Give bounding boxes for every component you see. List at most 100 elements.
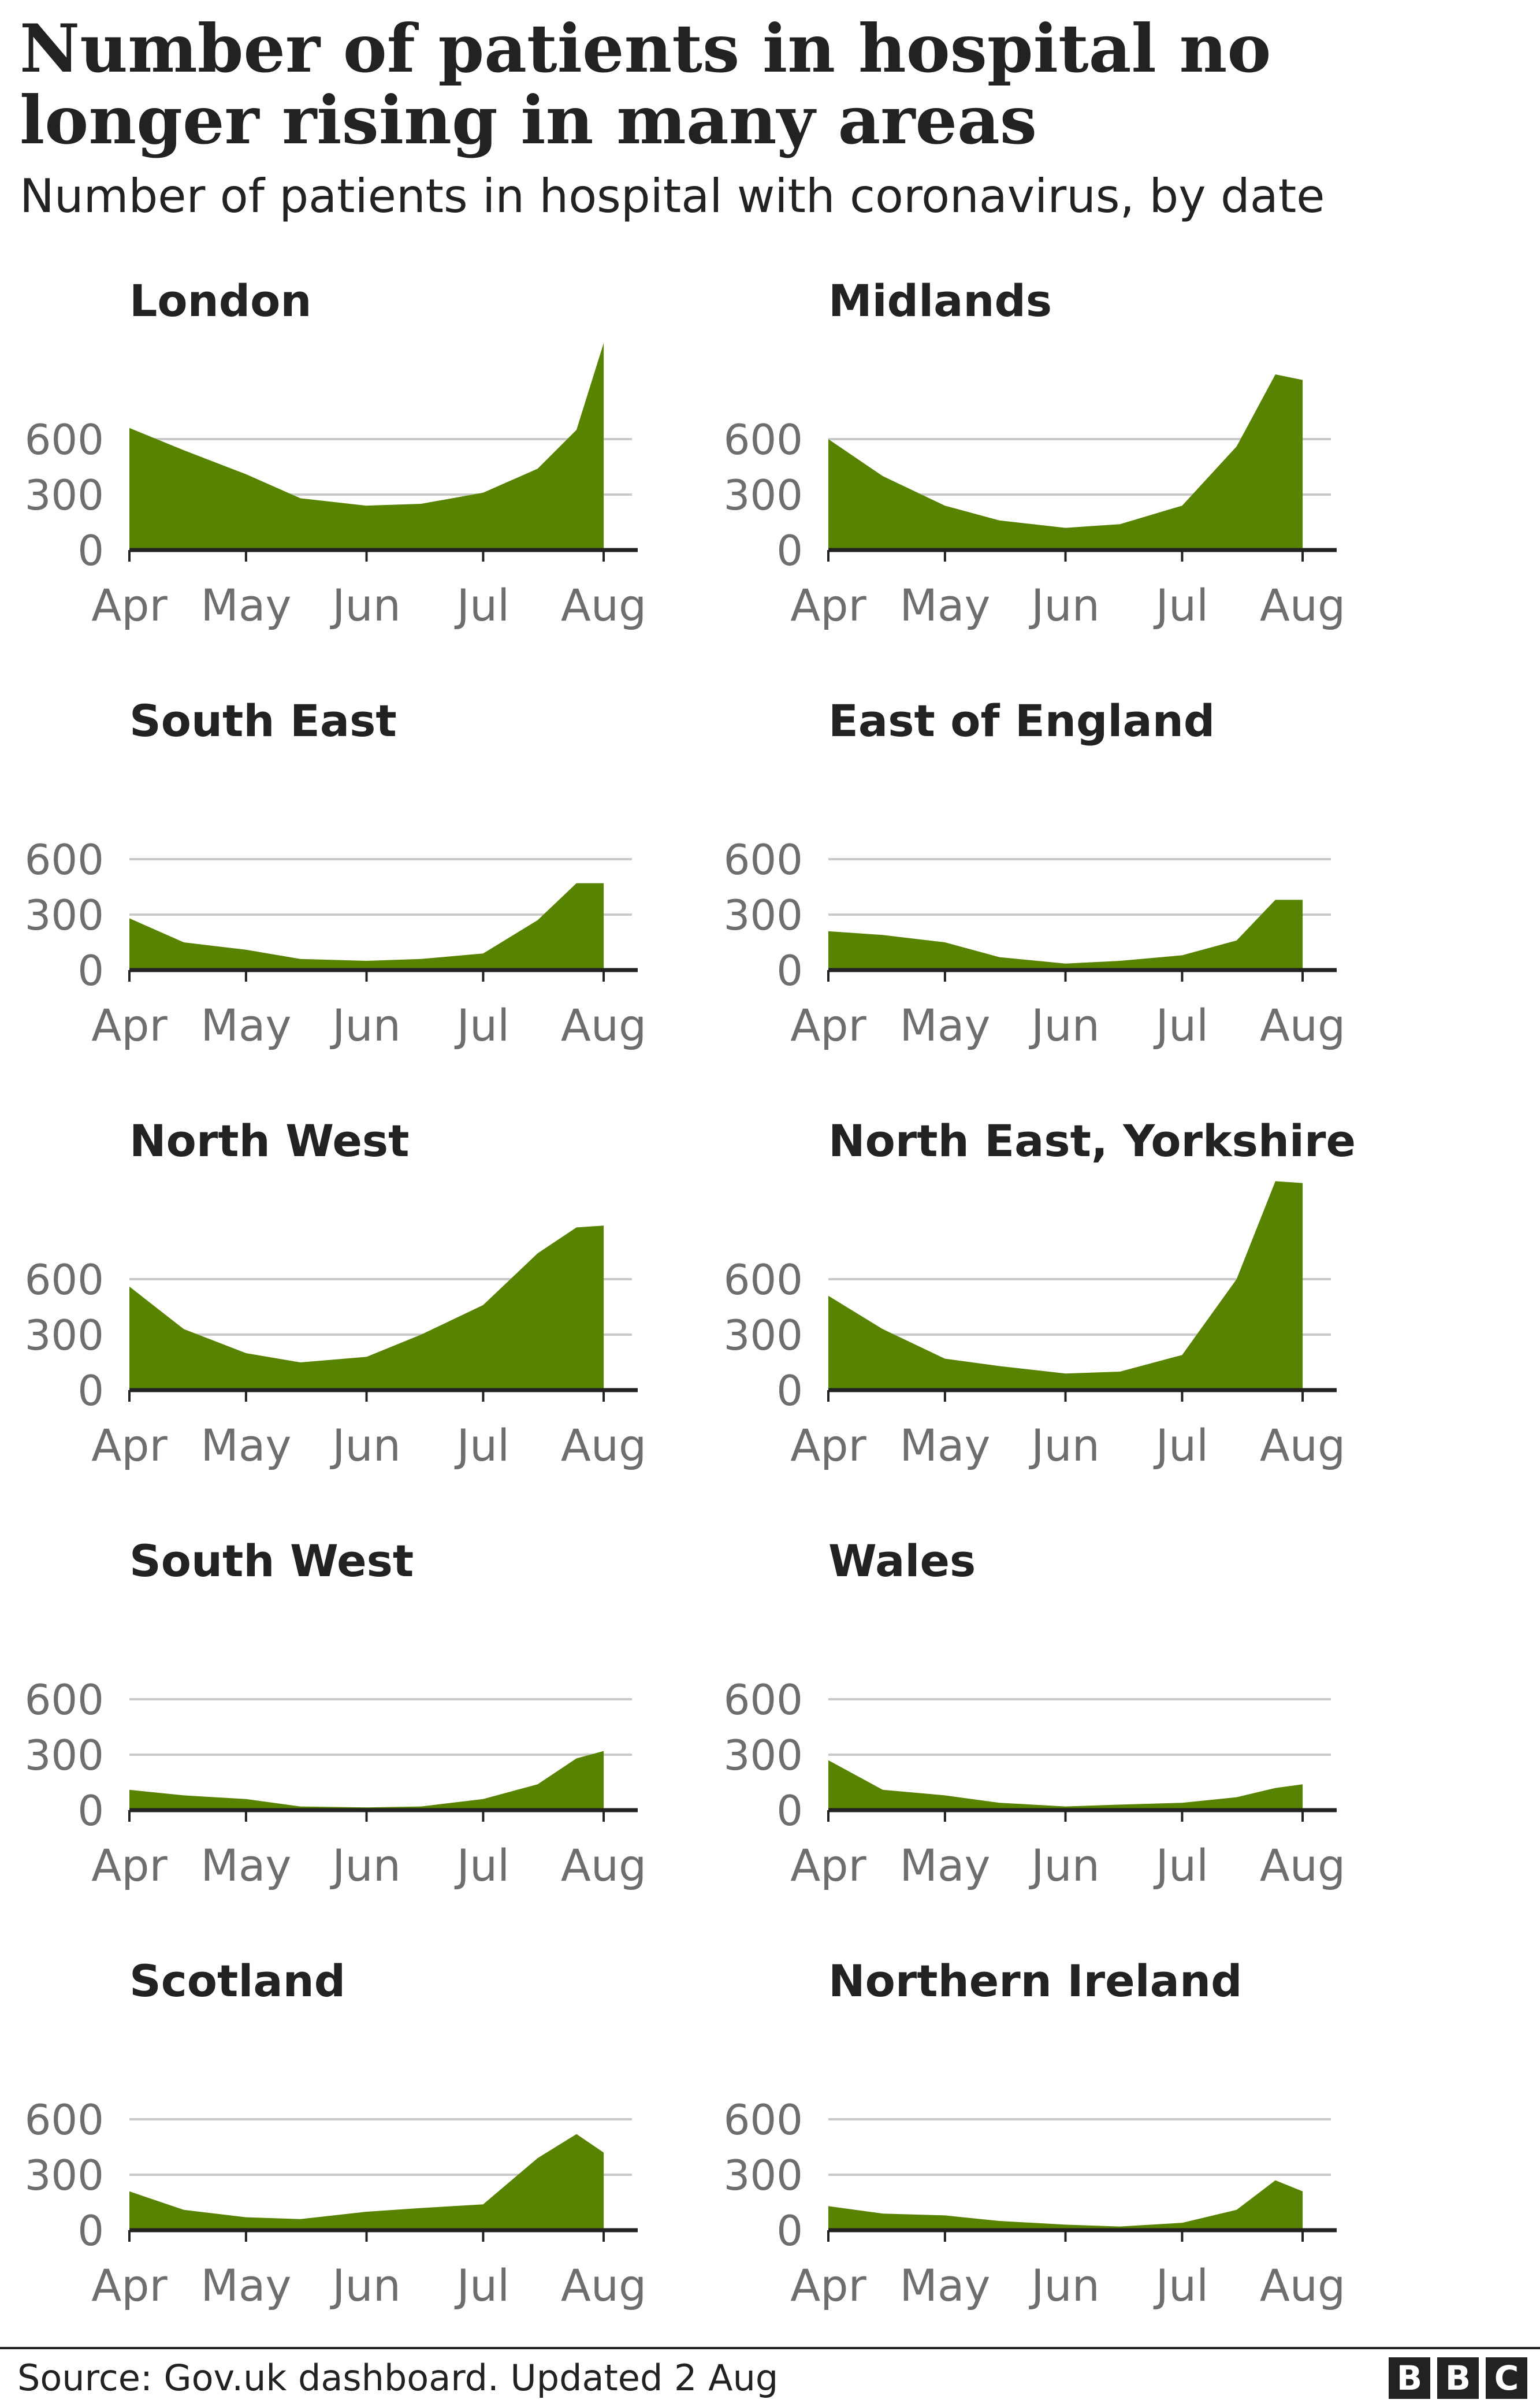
- x-tick-label: Jun: [1029, 580, 1100, 631]
- panel-northern-ireland: Northern Ireland 0 300 600 Apr May Jun Jul Aug: [724, 1955, 1346, 2311]
- y-tick-label: 300: [25, 891, 104, 939]
- x-tick-label: Apr: [790, 2260, 866, 2311]
- area-series: [828, 900, 1303, 970]
- x-tick-label: Jul: [455, 1420, 510, 1471]
- chart-subheading: Number of patients in hospital with coro…: [20, 169, 1325, 223]
- x-tick-label: Aug: [561, 1840, 646, 1891]
- x-tick-label: Aug: [561, 580, 646, 631]
- y-tick-label: 300: [724, 891, 803, 939]
- y-tick-label: 300: [25, 471, 104, 519]
- x-tick-label: Jul: [455, 580, 510, 631]
- x-tick-label: May: [200, 1420, 291, 1471]
- x-tick-label: Jul: [455, 1000, 510, 1051]
- x-tick-label: Jul: [1154, 580, 1209, 631]
- x-tick-label: Jun: [330, 1420, 401, 1471]
- x-tick-label: Jul: [1154, 2260, 1209, 2311]
- x-tick-label: Jun: [1029, 2260, 1100, 2311]
- x-tick-label: Apr: [91, 1420, 168, 1471]
- x-tick-label: Apr: [790, 580, 866, 631]
- panel-title: South West: [129, 1535, 414, 1587]
- y-tick-label: 0: [776, 1786, 803, 1835]
- x-tick-label: Jun: [1029, 1000, 1100, 1051]
- panel-london: London 0 300 600 Apr May Jun Jul Aug: [25, 275, 647, 631]
- panel-south-east: South East 0 300 600 Apr May Jun Jul Aug: [25, 695, 647, 1051]
- area-series: [129, 1225, 604, 1390]
- area-series: [129, 883, 604, 970]
- x-tick-label: May: [899, 1420, 990, 1471]
- area-series: [129, 2134, 604, 2230]
- x-tick-label: May: [899, 580, 990, 631]
- y-tick-label: 600: [25, 415, 104, 464]
- x-tick-label: Aug: [1260, 1840, 1345, 1891]
- x-tick-label: Jun: [1029, 1420, 1100, 1471]
- x-tick-label: May: [899, 2260, 990, 2311]
- y-tick-label: 0: [776, 526, 803, 575]
- source-note: Source: Gov.uk dashboard. Updated 2 Aug: [17, 2357, 779, 2399]
- y-tick-label: 0: [776, 2207, 803, 2255]
- x-tick-label: Jul: [1154, 1420, 1209, 1471]
- x-tick-label: Apr: [790, 1840, 866, 1891]
- panel-scotland: Scotland 0 300 600 Apr May Jun Jul Aug: [25, 1955, 647, 2311]
- chart-headline: Number of patients in hospital no longer…: [20, 10, 1271, 159]
- panel-north-west: North West 0 300 600 Apr May Jun Jul Aug: [25, 1115, 647, 1471]
- y-tick-label: 300: [724, 1311, 803, 1359]
- panel-midlands: Midlands 0 300 600 Apr May Jun Jul Aug: [724, 275, 1346, 631]
- x-tick-label: Jul: [455, 1840, 510, 1891]
- y-tick-label: 300: [25, 1311, 104, 1359]
- x-tick-label: Aug: [1260, 1000, 1345, 1051]
- area-series: [828, 374, 1303, 550]
- bbc-logo: B B C: [1389, 2357, 1527, 2399]
- area-series: [828, 1181, 1303, 1390]
- y-tick-label: 300: [25, 2151, 104, 2200]
- x-tick-label: Apr: [91, 580, 168, 631]
- x-tick-label: Apr: [790, 1000, 866, 1051]
- y-tick-label: 300: [25, 1731, 104, 1780]
- bbc-logo-letter: B: [1389, 2357, 1430, 2399]
- y-tick-label: 0: [776, 1366, 803, 1415]
- y-tick-label: 300: [724, 1731, 803, 1780]
- y-tick-label: 0: [77, 1366, 104, 1415]
- y-tick-label: 0: [77, 2207, 104, 2255]
- x-tick-label: Jul: [455, 2260, 510, 2311]
- panel-title: East of England: [828, 695, 1215, 746]
- x-tick-label: Apr: [91, 1840, 168, 1891]
- x-tick-label: Jul: [1154, 1840, 1209, 1891]
- area-series: [129, 1751, 604, 1810]
- panel-title: London: [129, 275, 311, 326]
- y-tick-label: 300: [724, 471, 803, 519]
- y-tick-label: 0: [77, 526, 104, 575]
- panel-east-of-england: East of England 0 300 600 Apr May Jun Jul Aug: [724, 695, 1346, 1051]
- bbc-logo-letter: C: [1486, 2357, 1527, 2399]
- x-tick-label: Apr: [790, 1420, 866, 1471]
- x-tick-label: Aug: [1260, 580, 1345, 631]
- panel-title: Wales: [828, 1535, 976, 1587]
- x-tick-label: May: [200, 1000, 291, 1051]
- panel-title: Midlands: [828, 275, 1052, 326]
- x-tick-label: May: [899, 1840, 990, 1891]
- panel-north-east-yorkshire: North East, Yorkshire 0 300 600 Apr May Jun Jul…: [724, 1115, 1356, 1471]
- panel-title: Northern Ireland: [828, 1955, 1242, 2007]
- y-tick-label: 0: [77, 946, 104, 995]
- area-series: [129, 343, 604, 550]
- panel-wales: Wales 0 300 600 Apr May Jun Jul Aug: [724, 1535, 1346, 1891]
- y-tick-label: 300: [724, 2151, 803, 2200]
- y-tick-label: 600: [25, 1676, 104, 1724]
- x-tick-label: Jun: [330, 1000, 401, 1051]
- x-tick-label: Apr: [91, 1000, 168, 1051]
- x-tick-label: Jun: [330, 2260, 401, 2311]
- y-tick-label: 0: [77, 1786, 104, 1835]
- footer-divider: [0, 2347, 1540, 2349]
- panel-title: Scotland: [129, 1955, 345, 2007]
- x-tick-label: Jul: [1154, 1000, 1209, 1051]
- y-tick-label: 600: [25, 2096, 104, 2144]
- x-tick-label: May: [200, 1840, 291, 1891]
- bbc-logo-letter: B: [1437, 2357, 1479, 2399]
- x-tick-label: Aug: [1260, 2260, 1345, 2311]
- panel-title: North East, Yorkshire: [828, 1115, 1356, 1167]
- panel-south-west: South West 0 300 600 Apr May Jun Jul Aug: [25, 1535, 647, 1891]
- area-series: [828, 2180, 1303, 2230]
- x-tick-label: Aug: [561, 1420, 646, 1471]
- x-tick-label: Jun: [1029, 1840, 1100, 1891]
- x-tick-label: May: [899, 1000, 990, 1051]
- y-tick-label: 600: [724, 1676, 803, 1724]
